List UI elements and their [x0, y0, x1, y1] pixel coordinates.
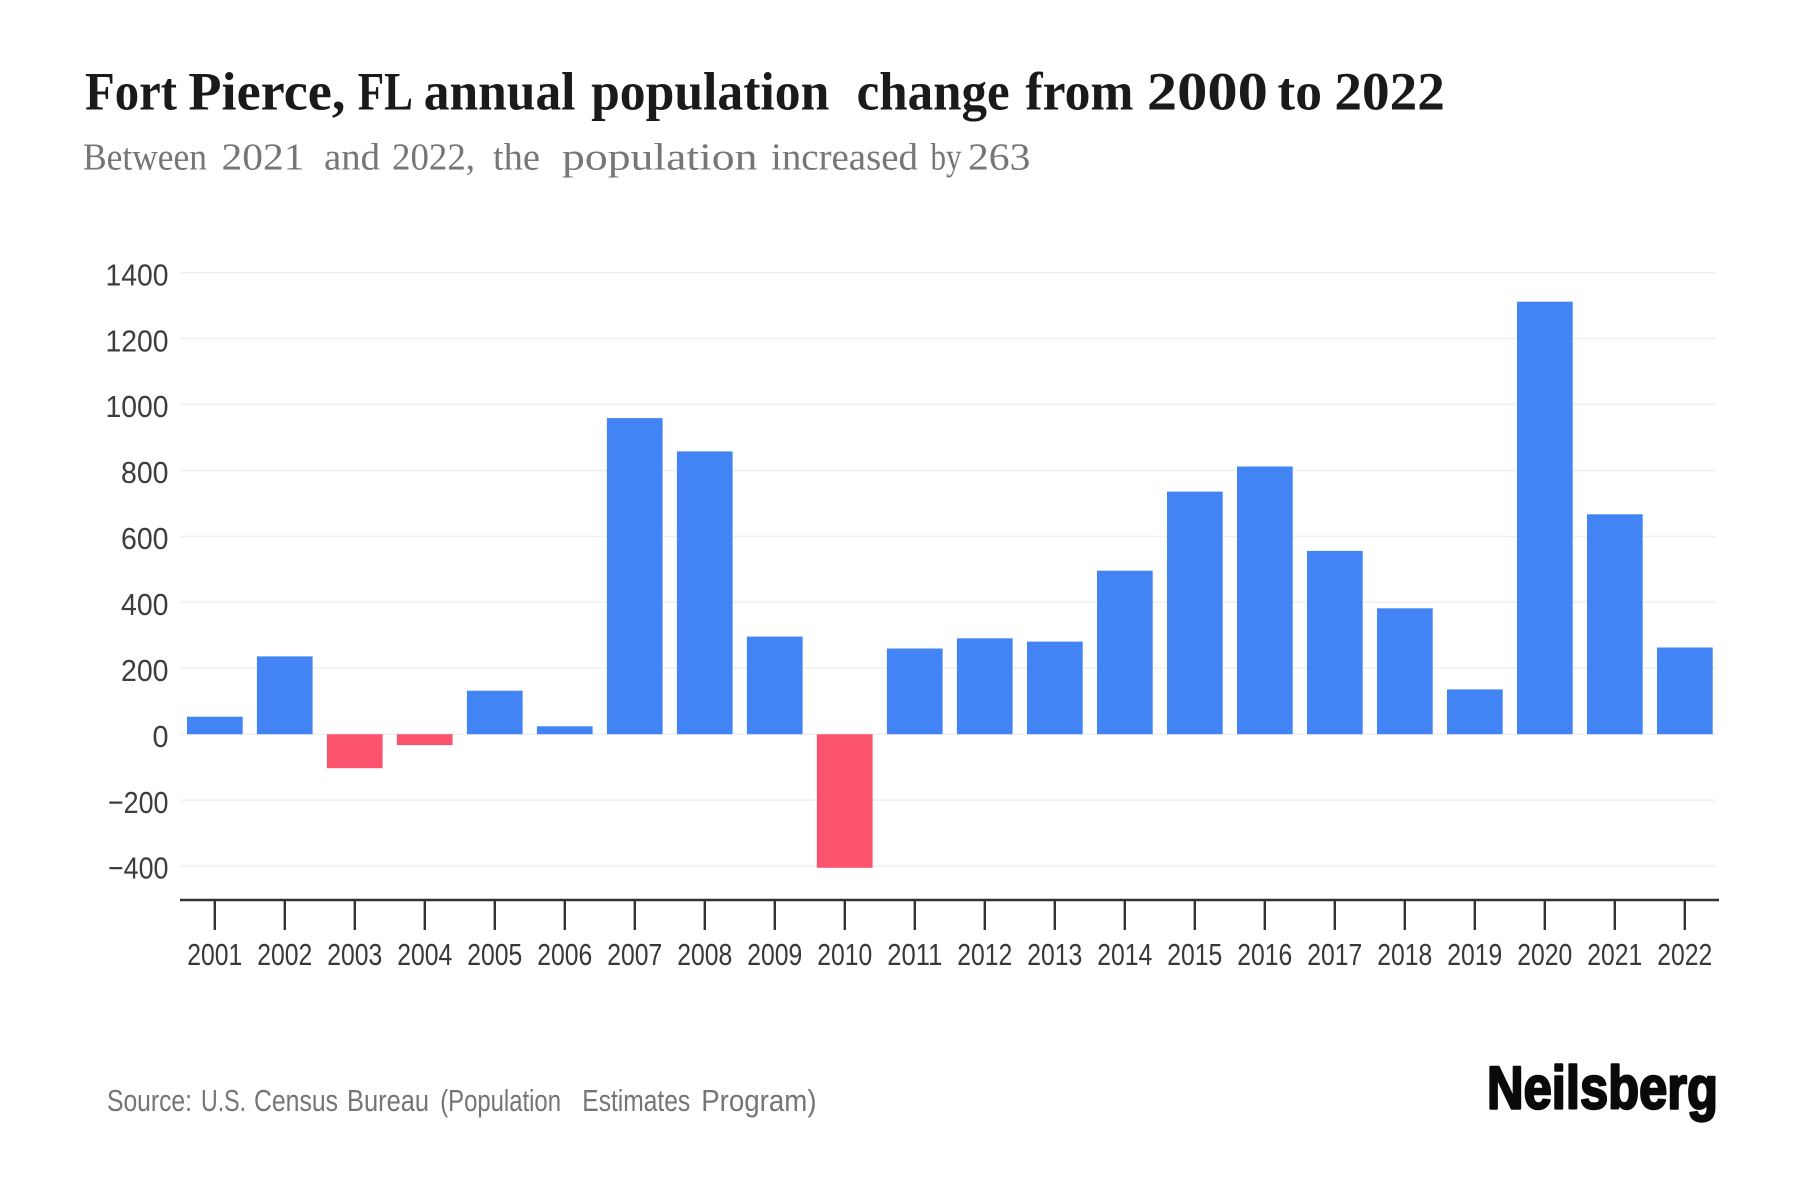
svg-text:2001: 2001 — [187, 937, 242, 972]
svg-text:2015: 2015 — [1167, 937, 1222, 972]
svg-text:FL: FL — [358, 60, 413, 121]
svg-text:2021: 2021 — [222, 136, 305, 178]
svg-text:200: 200 — [121, 653, 169, 688]
svg-text:change: change — [857, 60, 1010, 121]
svg-text:annual: annual — [424, 60, 576, 121]
svg-text:2021: 2021 — [1587, 937, 1642, 972]
svg-text:U.S.: U.S. — [201, 1084, 246, 1118]
svg-text:2017: 2017 — [1307, 937, 1362, 972]
svg-text:population: population — [562, 136, 758, 178]
svg-text:2019: 2019 — [1447, 937, 1502, 972]
svg-text:2018: 2018 — [1377, 937, 1432, 972]
svg-text:2008: 2008 — [677, 937, 732, 972]
svg-text:Bureau: Bureau — [347, 1084, 429, 1118]
svg-text:Pierce,: Pierce, — [188, 60, 345, 121]
svg-text:0: 0 — [153, 719, 169, 754]
svg-text:Between: Between — [83, 136, 207, 178]
svg-text:Fort: Fort — [85, 60, 177, 121]
svg-text:Neilsberg: Neilsberg — [1487, 1055, 1718, 1122]
svg-text:Estimates: Estimates — [582, 1084, 690, 1118]
svg-text:2022: 2022 — [1657, 937, 1712, 972]
svg-text:2005: 2005 — [467, 937, 522, 972]
svg-text:and: and — [324, 136, 380, 178]
svg-text:2012: 2012 — [957, 937, 1012, 972]
svg-text:600: 600 — [121, 521, 169, 556]
svg-text:Program): Program) — [701, 1084, 816, 1118]
svg-text:2010: 2010 — [817, 937, 872, 972]
svg-text:(Population: (Population — [440, 1084, 561, 1118]
svg-text:2002: 2002 — [257, 937, 312, 972]
svg-text:Census: Census — [254, 1084, 338, 1118]
svg-text:2022,: 2022, — [392, 136, 475, 178]
svg-text:−200: −200 — [108, 785, 169, 820]
svg-text:2014: 2014 — [1097, 937, 1152, 972]
svg-text:2000: 2000 — [1147, 60, 1268, 121]
svg-text:2013: 2013 — [1027, 937, 1082, 972]
svg-text:800: 800 — [121, 455, 169, 490]
svg-text:2009: 2009 — [747, 937, 802, 972]
svg-text:2007: 2007 — [607, 937, 662, 972]
svg-text:1400: 1400 — [106, 257, 169, 292]
svg-text:263: 263 — [968, 136, 1030, 178]
svg-text:the: the — [493, 136, 540, 178]
svg-text:2016: 2016 — [1237, 937, 1292, 972]
svg-text:by: by — [931, 136, 963, 178]
svg-text:2020: 2020 — [1517, 937, 1572, 972]
svg-text:2011: 2011 — [887, 937, 942, 972]
svg-text:to: to — [1277, 60, 1322, 121]
svg-text:increased: increased — [771, 136, 918, 178]
svg-text:−400: −400 — [108, 851, 169, 886]
svg-text:400: 400 — [121, 587, 169, 622]
svg-text:2006: 2006 — [537, 937, 592, 972]
svg-text:1000: 1000 — [106, 389, 169, 424]
svg-text:1200: 1200 — [106, 323, 169, 358]
svg-text:2004: 2004 — [397, 937, 452, 972]
svg-text:from: from — [1025, 60, 1133, 121]
svg-text:2003: 2003 — [327, 937, 382, 972]
svg-text:population: population — [591, 60, 829, 121]
svg-text:Source:: Source: — [107, 1084, 192, 1118]
svg-text:2022: 2022 — [1334, 60, 1444, 121]
